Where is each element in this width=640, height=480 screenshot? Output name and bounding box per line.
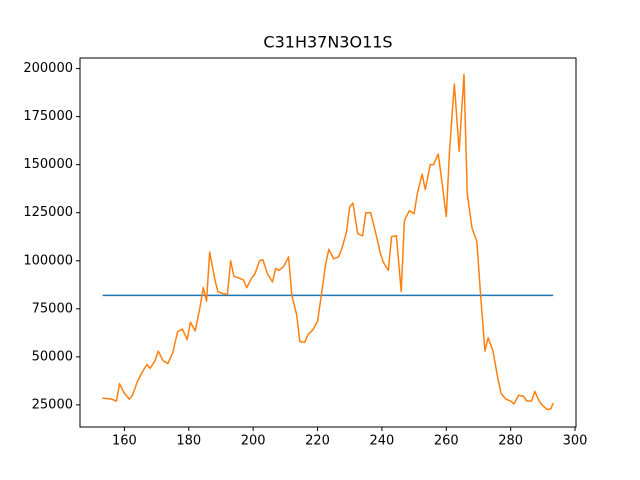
x-tick-label: 160 — [112, 434, 137, 449]
data-line — [102, 73, 554, 411]
y-tick-label: 100000 — [23, 253, 73, 268]
y-tick-label: 200000 — [23, 61, 73, 76]
x-tick-label: 200 — [241, 434, 266, 449]
y-tick-label: 75000 — [32, 301, 73, 316]
plot-frame — [79, 57, 577, 428]
y-tick-label: 25000 — [32, 397, 73, 412]
y-tick-label: 125000 — [23, 205, 73, 220]
x-tick-label: 240 — [369, 434, 394, 449]
chart-title: C31H37N3O11S — [263, 33, 392, 52]
y-tick-label: 175000 — [23, 109, 73, 124]
y-tick-label: 50000 — [32, 349, 73, 364]
x-tick-label: 300 — [563, 434, 588, 449]
x-tick-label: 220 — [305, 434, 330, 449]
x-tick-label: 260 — [434, 434, 459, 449]
x-tick-label: 280 — [498, 434, 523, 449]
y-tick-label: 150000 — [23, 157, 73, 172]
x-tick-label: 180 — [176, 434, 201, 449]
